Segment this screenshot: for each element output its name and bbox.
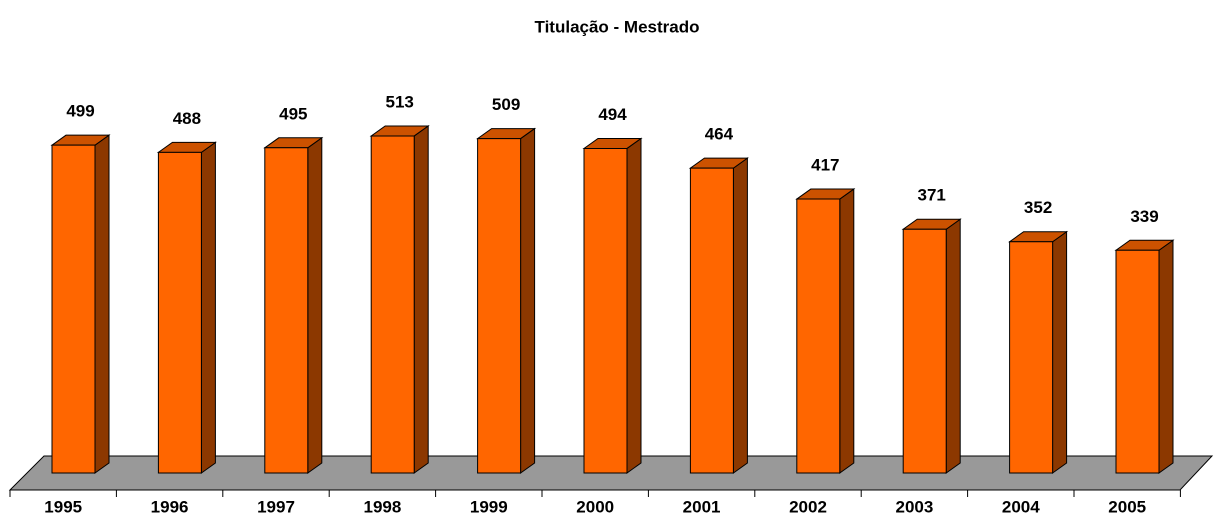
bar bbox=[582, 137, 643, 474]
bar bbox=[156, 141, 217, 474]
value-label: 371 bbox=[918, 186, 946, 205]
bar-side bbox=[839, 188, 855, 474]
value-label: 509 bbox=[492, 95, 520, 114]
bar-side bbox=[520, 127, 536, 474]
bar-side bbox=[307, 136, 323, 474]
x-tick-label: 2005 bbox=[1108, 497, 1146, 516]
value-label: 488 bbox=[173, 109, 201, 128]
x-tick-label: 2000 bbox=[576, 497, 614, 516]
x-tick-label: 1997 bbox=[257, 497, 295, 516]
bar-side bbox=[94, 134, 110, 474]
bar bbox=[901, 218, 962, 474]
value-label: 339 bbox=[1130, 207, 1158, 226]
bar bbox=[1114, 239, 1175, 474]
bar-side bbox=[1052, 230, 1068, 474]
bar-side bbox=[945, 218, 961, 474]
value-label: 464 bbox=[705, 125, 734, 144]
bar bbox=[50, 134, 111, 474]
x-tick-label: 1998 bbox=[363, 497, 401, 516]
bar-front bbox=[370, 135, 415, 474]
bar-side bbox=[732, 157, 748, 474]
bar-front bbox=[1115, 249, 1160, 474]
bar bbox=[476, 127, 537, 474]
bar-front bbox=[689, 167, 734, 474]
x-tick-label: 2001 bbox=[683, 497, 721, 516]
x-tick-label: 1995 bbox=[44, 497, 82, 516]
value-label: 499 bbox=[66, 102, 94, 121]
bar-side bbox=[413, 124, 429, 474]
value-label: 495 bbox=[279, 104, 307, 123]
x-tick-label: 2002 bbox=[789, 497, 827, 516]
x-tick-label: 1999 bbox=[470, 497, 508, 516]
bar bbox=[795, 188, 856, 474]
bar bbox=[263, 136, 324, 474]
bar-side bbox=[1158, 239, 1174, 474]
bar-front bbox=[796, 198, 841, 474]
x-tick-label: 2003 bbox=[895, 497, 933, 516]
bar-front bbox=[902, 228, 947, 474]
value-label: 352 bbox=[1024, 198, 1052, 217]
bar-front bbox=[583, 147, 628, 474]
chart-title: Titulação - Mestrado bbox=[535, 17, 700, 36]
x-tick-label: 1996 bbox=[151, 497, 189, 516]
bar-front bbox=[1009, 241, 1054, 474]
x-tick-label: 2004 bbox=[1002, 497, 1040, 516]
bar-side bbox=[626, 137, 642, 474]
bar-front bbox=[51, 144, 96, 474]
bar-side bbox=[200, 141, 216, 474]
bar bbox=[369, 124, 430, 474]
value-label: 494 bbox=[598, 105, 627, 124]
value-label: 417 bbox=[811, 156, 839, 175]
bar bbox=[688, 157, 749, 474]
bar bbox=[1008, 230, 1069, 474]
bar-front bbox=[477, 138, 522, 474]
bar-front bbox=[264, 147, 309, 474]
bar-front bbox=[157, 151, 202, 474]
value-label: 513 bbox=[386, 92, 414, 111]
